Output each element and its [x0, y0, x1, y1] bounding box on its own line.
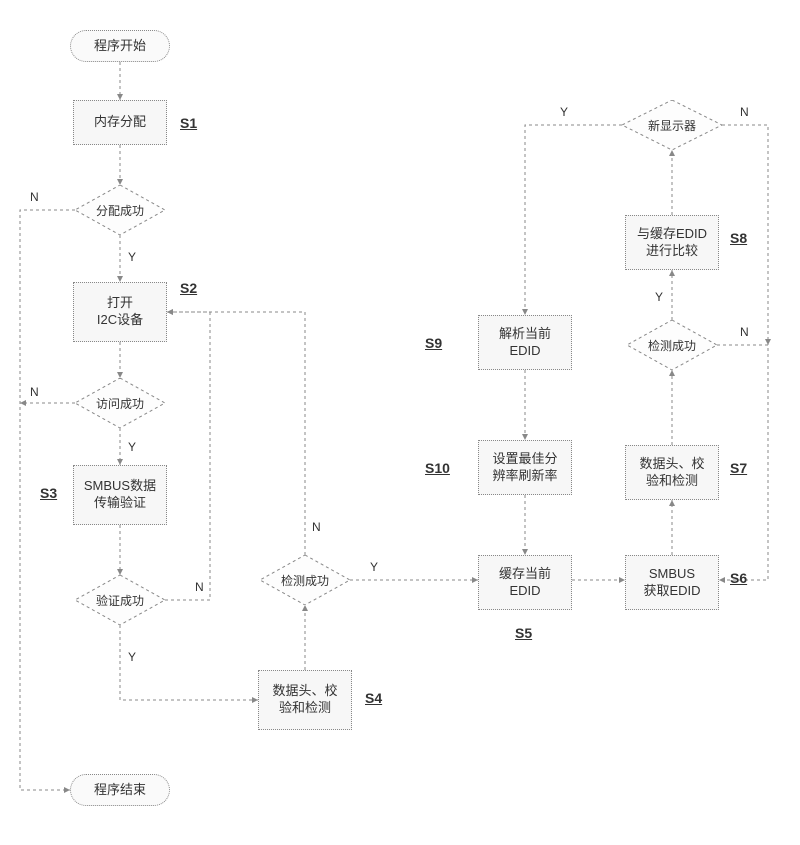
- lbl-detect2-y: Y: [655, 290, 663, 304]
- lbl-detect2-n: N: [740, 325, 749, 339]
- node-s8: 与缓存EDID 进行比较: [625, 215, 719, 270]
- node-d-alloc: 分配成功: [75, 185, 165, 235]
- node-s9-label: 解析当前 EDID: [499, 326, 551, 360]
- lbl-detect1-y: Y: [370, 560, 378, 574]
- node-s5-label: 缓存当前 EDID: [499, 566, 551, 600]
- node-start-label: 程序开始: [94, 38, 146, 55]
- step-s5: S5: [515, 625, 532, 641]
- node-d-access: 访问成功: [75, 378, 165, 428]
- node-s4-label: 数据头、校 验和检测: [272, 683, 337, 717]
- step-s6: S6: [730, 570, 747, 586]
- node-d-newdisp: 新显示器: [622, 100, 722, 150]
- node-s3-label: SMBUS数据 传输验证: [84, 478, 156, 512]
- node-d-detect2: 检测成功: [627, 320, 717, 370]
- node-s6-label: SMBUS 获取EDID: [643, 566, 700, 600]
- node-s7: 数据头、校 验和检测: [625, 445, 719, 500]
- node-d-newdisp-label: 新显示器: [622, 100, 722, 150]
- node-s6: SMBUS 获取EDID: [625, 555, 719, 610]
- node-d-verify: 验证成功: [75, 575, 165, 625]
- step-s2: S2: [180, 280, 197, 296]
- node-start: 程序开始: [70, 30, 170, 62]
- node-s2: 打开 I2C设备: [73, 282, 167, 342]
- step-s3: S3: [40, 485, 57, 501]
- step-s8: S8: [730, 230, 747, 246]
- node-d-detect1: 检测成功: [260, 555, 350, 605]
- lbl-verify-n: N: [195, 580, 204, 594]
- node-s1-label: 内存分配: [94, 114, 146, 131]
- node-d-detect2-label: 检测成功: [627, 320, 717, 370]
- node-s1: 内存分配: [73, 100, 167, 145]
- lbl-newdisp-n: N: [740, 105, 749, 119]
- node-s8-label: 与缓存EDID 进行比较: [637, 226, 707, 260]
- step-s9: S9: [425, 335, 442, 351]
- lbl-alloc-y: Y: [128, 250, 136, 264]
- node-d-alloc-label: 分配成功: [75, 185, 165, 235]
- lbl-detect1-n: N: [312, 520, 321, 534]
- node-d-detect1-label: 检测成功: [260, 555, 350, 605]
- node-s3: SMBUS数据 传输验证: [73, 465, 167, 525]
- node-d-verify-label: 验证成功: [75, 575, 165, 625]
- step-s4: S4: [365, 690, 382, 706]
- step-s7: S7: [730, 460, 747, 476]
- node-end-label: 程序结束: [94, 782, 146, 799]
- lbl-access-n: N: [30, 385, 39, 399]
- lbl-newdisp-y: Y: [560, 105, 568, 119]
- lbl-verify-y: Y: [128, 650, 136, 664]
- step-s10: S10: [425, 460, 450, 476]
- node-d-access-label: 访问成功: [75, 378, 165, 428]
- node-s10-label: 设置最佳分 辨率刷新率: [492, 451, 557, 485]
- flowchart-canvas: 程序开始 内存分配 S1 分配成功 打开 I2C设备 S2 访问成功 SMBUS…: [0, 0, 800, 845]
- node-s9: 解析当前 EDID: [478, 315, 572, 370]
- step-s1: S1: [180, 115, 197, 131]
- node-s10: 设置最佳分 辨率刷新率: [478, 440, 572, 495]
- lbl-access-y: Y: [128, 440, 136, 454]
- node-s4: 数据头、校 验和检测: [258, 670, 352, 730]
- node-end: 程序结束: [70, 774, 170, 806]
- node-s5: 缓存当前 EDID: [478, 555, 572, 610]
- lbl-alloc-n: N: [30, 190, 39, 204]
- node-s7-label: 数据头、校 验和检测: [639, 456, 704, 490]
- node-s2-label: 打开 I2C设备: [97, 295, 143, 329]
